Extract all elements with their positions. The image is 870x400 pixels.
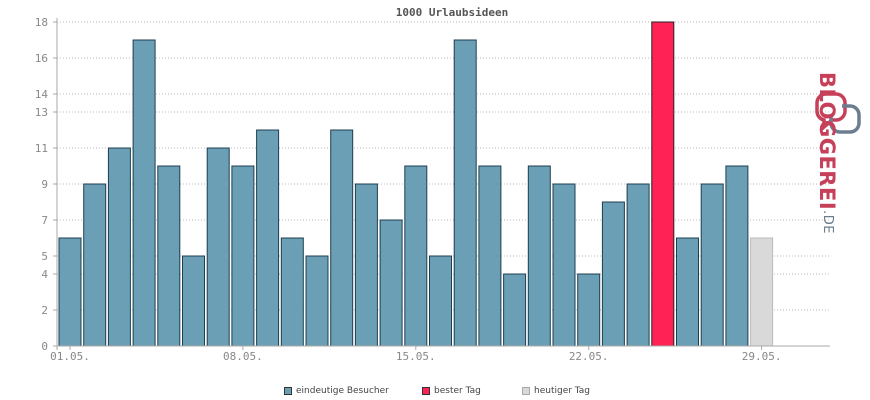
bar-13.05. (354, 183, 378, 347)
x-tick-label-3: 22.05. (569, 350, 609, 363)
legend: eindeutige Besucher bester Tag heutiger … (0, 386, 870, 400)
y-tick-label-5: 9 (41, 178, 48, 191)
legend-label-normal: eindeutige Besucher (296, 386, 389, 396)
y-tick-label-3: 5 (41, 250, 48, 263)
y-tick-label-9: 16 (35, 52, 48, 65)
y-tick-label-10: 18 (35, 16, 48, 29)
bar-26.05. (676, 237, 699, 347)
legend-label-today: heutiger Tag (534, 386, 591, 396)
bar-01.05. (58, 237, 82, 347)
x-tick-label-2: 15.05. (396, 350, 436, 363)
legend-label-best: bester Tag (434, 386, 481, 396)
bar-19.05. (503, 273, 527, 347)
y-tick-label-6: 11 (35, 142, 48, 155)
legend-swatch-normal (284, 387, 292, 395)
bar-08.05. (231, 165, 255, 347)
bar-18.05. (478, 165, 502, 347)
bar-27.05. (700, 183, 724, 347)
y-tick-label-0: 0 (41, 340, 48, 353)
bar-20.05. (527, 165, 551, 347)
bloggerei-logo-icon (815, 92, 861, 134)
bars (58, 21, 774, 347)
bar-24.05. (626, 183, 650, 347)
bar-15.05. (404, 165, 428, 347)
legend-item-normal: eindeutige Besucher (284, 386, 389, 396)
bar-09.05. (256, 129, 280, 347)
chart-title: 1000 Urlaubsideen (396, 6, 509, 19)
logo-main-text: BLOGGEREI (815, 72, 839, 211)
bar-05.05. (157, 165, 181, 347)
bar-06.05. (182, 255, 205, 347)
legend-item-today: heutiger Tag (522, 386, 590, 396)
x-tick-label-0: 01.05. (50, 350, 90, 363)
bar-21.05. (552, 183, 576, 347)
bar-17.05. (453, 39, 477, 347)
bar-23.05. (601, 201, 625, 347)
bar-10.05. (280, 237, 304, 347)
bar-25.05.-best (651, 21, 675, 347)
bar-04.05. (132, 39, 156, 347)
logo-suffix-text: .DE (820, 210, 835, 234)
bloggerei-logo-text: BLOGGEREI.DE (815, 72, 839, 234)
y-tick-label-7: 13 (35, 106, 48, 119)
bar-14.05. (379, 219, 403, 347)
bar-12.05. (330, 129, 354, 347)
y-tick-label-1: 2 (41, 304, 48, 317)
legend-swatch-best (422, 387, 430, 395)
y-axis-ticks: 0 2 4 5 7 9 11 13 14 16 18 (35, 16, 57, 353)
legend-item-best: bester Tag (422, 386, 481, 396)
bar-03.05. (107, 147, 131, 347)
x-tick-label-1: 08.05. (223, 350, 263, 363)
bar-29.05.-today (750, 237, 774, 347)
bar-11.05. (305, 255, 329, 347)
legend-swatch-today (522, 387, 530, 395)
bar-22.05. (577, 273, 601, 347)
x-axis-ticks: 01.05. 08.05. 15.05. 22.05. 29.05. (50, 346, 781, 363)
y-tick-label-2: 4 (41, 268, 48, 281)
y-tick-label-4: 7 (41, 214, 48, 227)
bar-16.05. (429, 255, 452, 347)
y-tick-label-8: 14 (35, 88, 49, 101)
bar-28.05. (725, 165, 749, 347)
x-tick-label-4: 29.05. (742, 350, 782, 363)
bar-07.05. (206, 147, 230, 347)
bar-02.05. (83, 183, 107, 347)
